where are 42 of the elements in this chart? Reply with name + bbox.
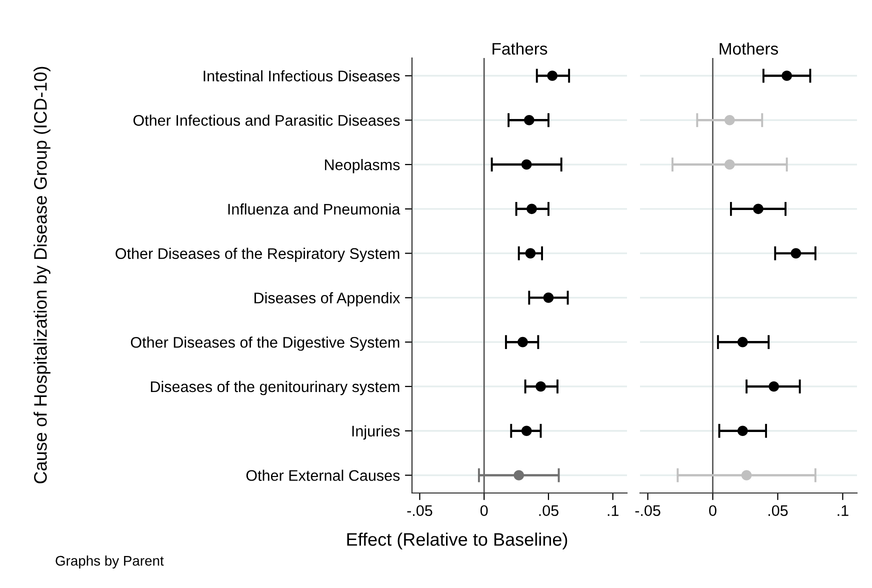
chart-title: Fathers bbox=[492, 42, 548, 55]
x-tick-label: 0 bbox=[709, 505, 716, 516]
chart-title: Mothers bbox=[720, 42, 778, 55]
y-tick-label: Influenza and Pneumonia bbox=[228, 203, 400, 215]
y-axis-title: Cause of Hospitalization by Disease Group (ICD-10) bbox=[34, 66, 50, 484]
x-tick-label: .1 bbox=[838, 505, 848, 516]
y-tick-label: Diseases of Appendix bbox=[254, 292, 400, 306]
point bbox=[738, 426, 748, 436]
x-tick-label: .05 bbox=[539, 505, 558, 516]
point bbox=[790, 248, 802, 258]
point bbox=[543, 292, 554, 303]
point bbox=[521, 426, 532, 436]
y-tick-label: Other Infectious and Parasitic Diseases bbox=[133, 114, 400, 126]
y-tick-label: Other External Causes bbox=[246, 470, 400, 481]
x-tick-label: -.05 bbox=[407, 505, 432, 516]
point bbox=[768, 381, 779, 392]
point bbox=[738, 336, 748, 348]
text: Graphs by Parent bbox=[56, 556, 164, 568]
point bbox=[724, 159, 735, 170]
x-tick-label: -.05 bbox=[635, 505, 660, 516]
x-tick-label: .05 bbox=[768, 505, 788, 516]
x-tick-label: .1 bbox=[608, 505, 618, 516]
y-tick-label: Other Diseases of the Respiratory System bbox=[116, 248, 400, 262]
y-tick-label: Injuries bbox=[352, 425, 400, 440]
point bbox=[782, 70, 792, 81]
point bbox=[724, 114, 735, 126]
point bbox=[536, 381, 546, 392]
point bbox=[524, 114, 534, 126]
y-tick-label: Other Diseases of the Digestive System bbox=[130, 336, 400, 351]
point bbox=[525, 248, 536, 258]
point bbox=[518, 336, 528, 348]
y-tick-label: Intestinal Infectious Diseases bbox=[204, 70, 400, 82]
x-tick-label: 0 bbox=[480, 505, 488, 516]
y-tick-label: Neoplasms bbox=[325, 158, 400, 174]
point bbox=[741, 470, 752, 480]
point bbox=[753, 204, 764, 214]
point bbox=[526, 204, 537, 214]
point bbox=[514, 470, 524, 480]
x-axis-title: Effect (Relative to Baseline) bbox=[347, 532, 568, 550]
point bbox=[521, 159, 532, 170]
point bbox=[547, 70, 558, 81]
y-tick-label: Diseases of the genitourinary system bbox=[150, 380, 400, 396]
